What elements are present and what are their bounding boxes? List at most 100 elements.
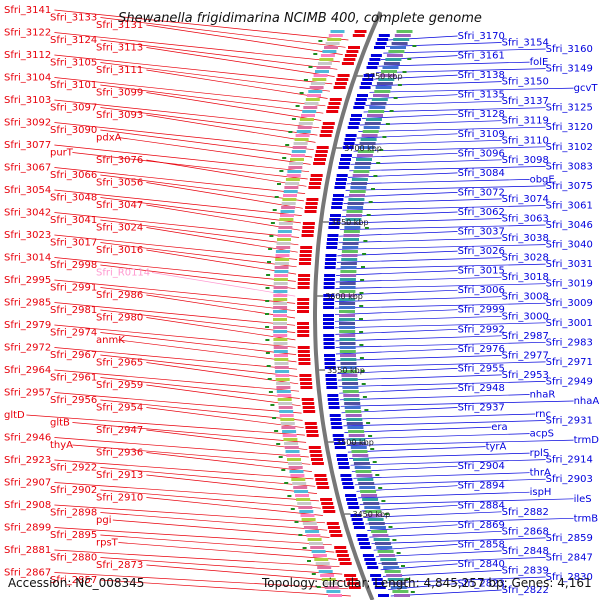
right-leader <box>378 557 546 564</box>
gc-marker <box>311 573 316 575</box>
forward-gene-block <box>311 462 324 465</box>
right-gene-label: Sfri_2868 <box>502 526 549 537</box>
right-gene-label: Sfri_2882 <box>502 507 549 518</box>
left-leader <box>54 279 296 304</box>
left-leader <box>100 332 297 355</box>
category-block <box>273 330 288 333</box>
forward-gene-block <box>354 30 367 33</box>
gc-marker <box>298 534 303 536</box>
category-block <box>359 486 376 489</box>
category-block <box>367 114 383 117</box>
forward-gene-block <box>297 326 310 329</box>
category-block <box>315 562 330 565</box>
left-gene-label: Sfri_2946 <box>4 433 51 444</box>
category-block <box>285 182 300 185</box>
category-block <box>343 398 360 401</box>
right-gene-label: Sfri_3075 <box>546 181 593 192</box>
category-block <box>353 462 370 465</box>
gc-marker <box>285 144 290 146</box>
reverse-gene-block <box>325 258 337 261</box>
category-block <box>284 442 299 445</box>
category-block <box>288 166 303 169</box>
category-block <box>305 98 320 101</box>
category-block <box>341 250 358 253</box>
right-gene-label: acpS <box>530 429 554 440</box>
category-block <box>357 478 374 481</box>
category-block <box>339 334 356 337</box>
gc-marker <box>376 162 381 164</box>
right-leader <box>335 322 546 329</box>
right-gene-label: Sfri_3128 <box>458 109 505 120</box>
reverse-gene-block <box>333 194 344 197</box>
left-leader <box>100 579 351 597</box>
forward-gene-block <box>321 126 334 129</box>
category-block <box>283 190 298 193</box>
gc-marker <box>282 157 287 159</box>
left-leader <box>100 62 330 92</box>
right-leader <box>354 478 546 486</box>
reverse-gene-block <box>336 454 348 457</box>
category-block <box>383 566 400 569</box>
category-block <box>386 54 403 57</box>
right-leader <box>337 244 546 250</box>
category-block <box>328 594 342 597</box>
gc-marker <box>359 344 364 346</box>
forward-gene-block <box>297 278 310 281</box>
right-leader <box>350 159 502 165</box>
left-leader <box>100 242 297 268</box>
right-gene-label: Sfri_3000 <box>502 311 549 322</box>
left-gene-label: Sfri_2998 <box>50 260 97 271</box>
kbp-tick-marks: 3750 kbp 3700 kbp 3650 kbp 3600 kbp 3550 kbp… <box>317 72 403 519</box>
category-block <box>287 462 302 465</box>
category-block <box>351 178 368 181</box>
right-gene-label: Sfri_2999 <box>458 305 505 316</box>
forward-gene-block <box>319 134 332 137</box>
right-leader <box>358 491 530 499</box>
category-block <box>283 194 297 197</box>
forward-gene-block <box>302 402 315 405</box>
gc-marker <box>393 97 398 99</box>
category-block <box>278 402 293 405</box>
left-gene-label: Sfri_3090 <box>50 125 97 136</box>
category-block <box>282 198 297 201</box>
reverse-gene-block <box>369 58 381 61</box>
category-block <box>312 554 327 557</box>
category-block <box>371 530 388 533</box>
gc-marker <box>266 274 271 276</box>
left-leader <box>100 84 324 114</box>
left-gene-label: Sfri_2902 <box>50 485 97 496</box>
category-block <box>342 390 359 393</box>
right-leader <box>334 315 502 322</box>
gc-marker <box>266 365 271 367</box>
category-block <box>346 418 363 421</box>
category-block <box>385 58 402 61</box>
left-gene-label: Sfri_3097 <box>50 103 97 114</box>
gc-marker <box>277 183 281 185</box>
right-leader <box>335 283 546 289</box>
category-block <box>373 538 390 541</box>
reverse-gene-block <box>338 166 350 169</box>
left-leader <box>54 189 302 216</box>
left-gene-label: Sfri_2910 <box>96 493 143 504</box>
category-block <box>376 546 393 549</box>
category-block <box>350 442 367 445</box>
forward-gene-block <box>337 74 350 77</box>
left-gene-label: anmK <box>96 335 125 346</box>
left-leader <box>54 302 296 326</box>
gc-marker <box>384 513 389 515</box>
category-block <box>276 382 291 385</box>
category-block <box>352 174 369 177</box>
reverse-gene-block <box>344 138 356 141</box>
category-block <box>281 426 296 429</box>
reverse-gene-block <box>330 418 342 421</box>
forward-gene-block <box>310 454 323 457</box>
category-block <box>276 386 291 389</box>
left-leader <box>146 362 299 385</box>
forward-gene-block <box>344 574 357 577</box>
reverse-gene-block <box>378 594 389 597</box>
reverse-gene-block <box>326 382 338 385</box>
gc-marker <box>290 508 295 510</box>
category-block <box>274 362 289 365</box>
forward-gene-block <box>298 358 311 361</box>
